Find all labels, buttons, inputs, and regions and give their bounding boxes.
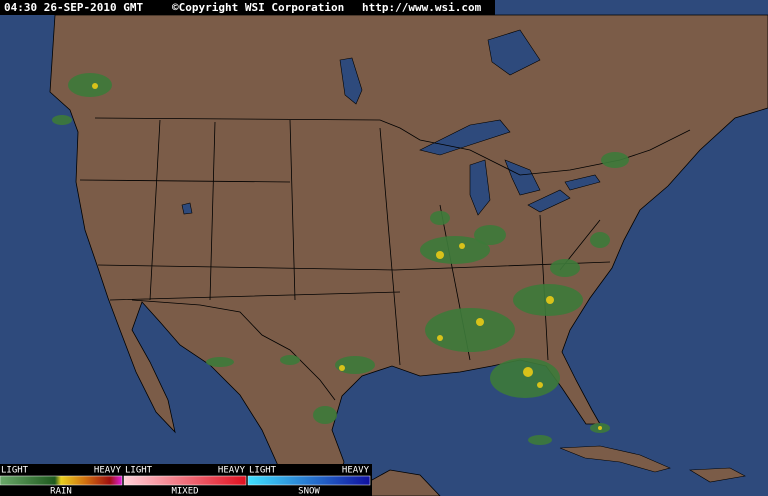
copyright: ©Copyright WSI Corporation [172, 1, 344, 14]
legend-scale [247, 475, 371, 486]
legend-heavy: HEAVY [342, 466, 370, 476]
legend-type: SNOW [298, 487, 320, 496]
legend-type: MIXED [171, 487, 198, 496]
hispaniola [688, 467, 746, 483]
legend-type: RAIN [50, 487, 72, 496]
legend-light: LIGHT [249, 466, 277, 476]
header-bar [0, 0, 495, 15]
legend-light: LIGHT [1, 466, 29, 476]
lakes [181, 29, 601, 216]
timestamp: 04:30 26-SEP-2010 GMT [4, 1, 143, 14]
legend-heavy: HEAVY [218, 466, 246, 476]
url: http://www.wsi.com [362, 1, 482, 14]
precipitation [52, 73, 629, 445]
legend-light: LIGHT [125, 466, 153, 476]
legend-scale [0, 475, 123, 486]
legend-heavy: HEAVY [94, 466, 122, 476]
legend-scale [123, 475, 247, 486]
cuba [559, 445, 671, 473]
